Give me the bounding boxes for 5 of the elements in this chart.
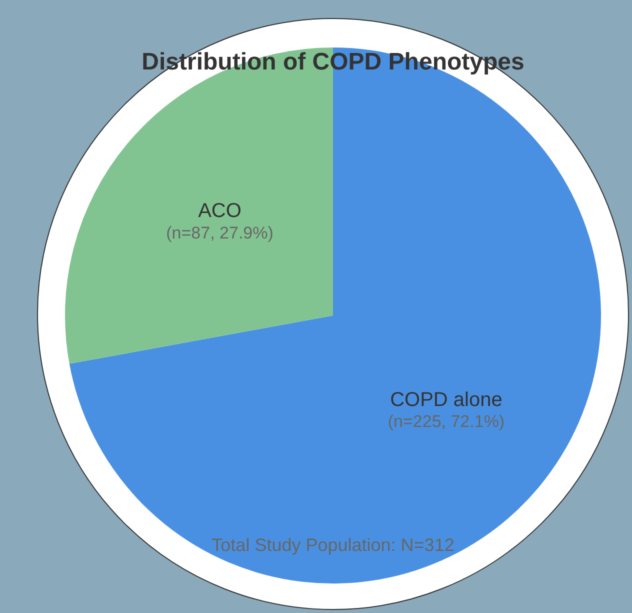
text: Total Study Population: N=312 <box>212 534 454 555</box>
slice-label: ACO <box>198 200 242 222</box>
slice-label: COPD alone <box>390 388 502 411</box>
data-label: (n=87, 27.9%) <box>166 223 274 242</box>
data-label: (n=225, 72.1%) <box>388 412 505 432</box>
